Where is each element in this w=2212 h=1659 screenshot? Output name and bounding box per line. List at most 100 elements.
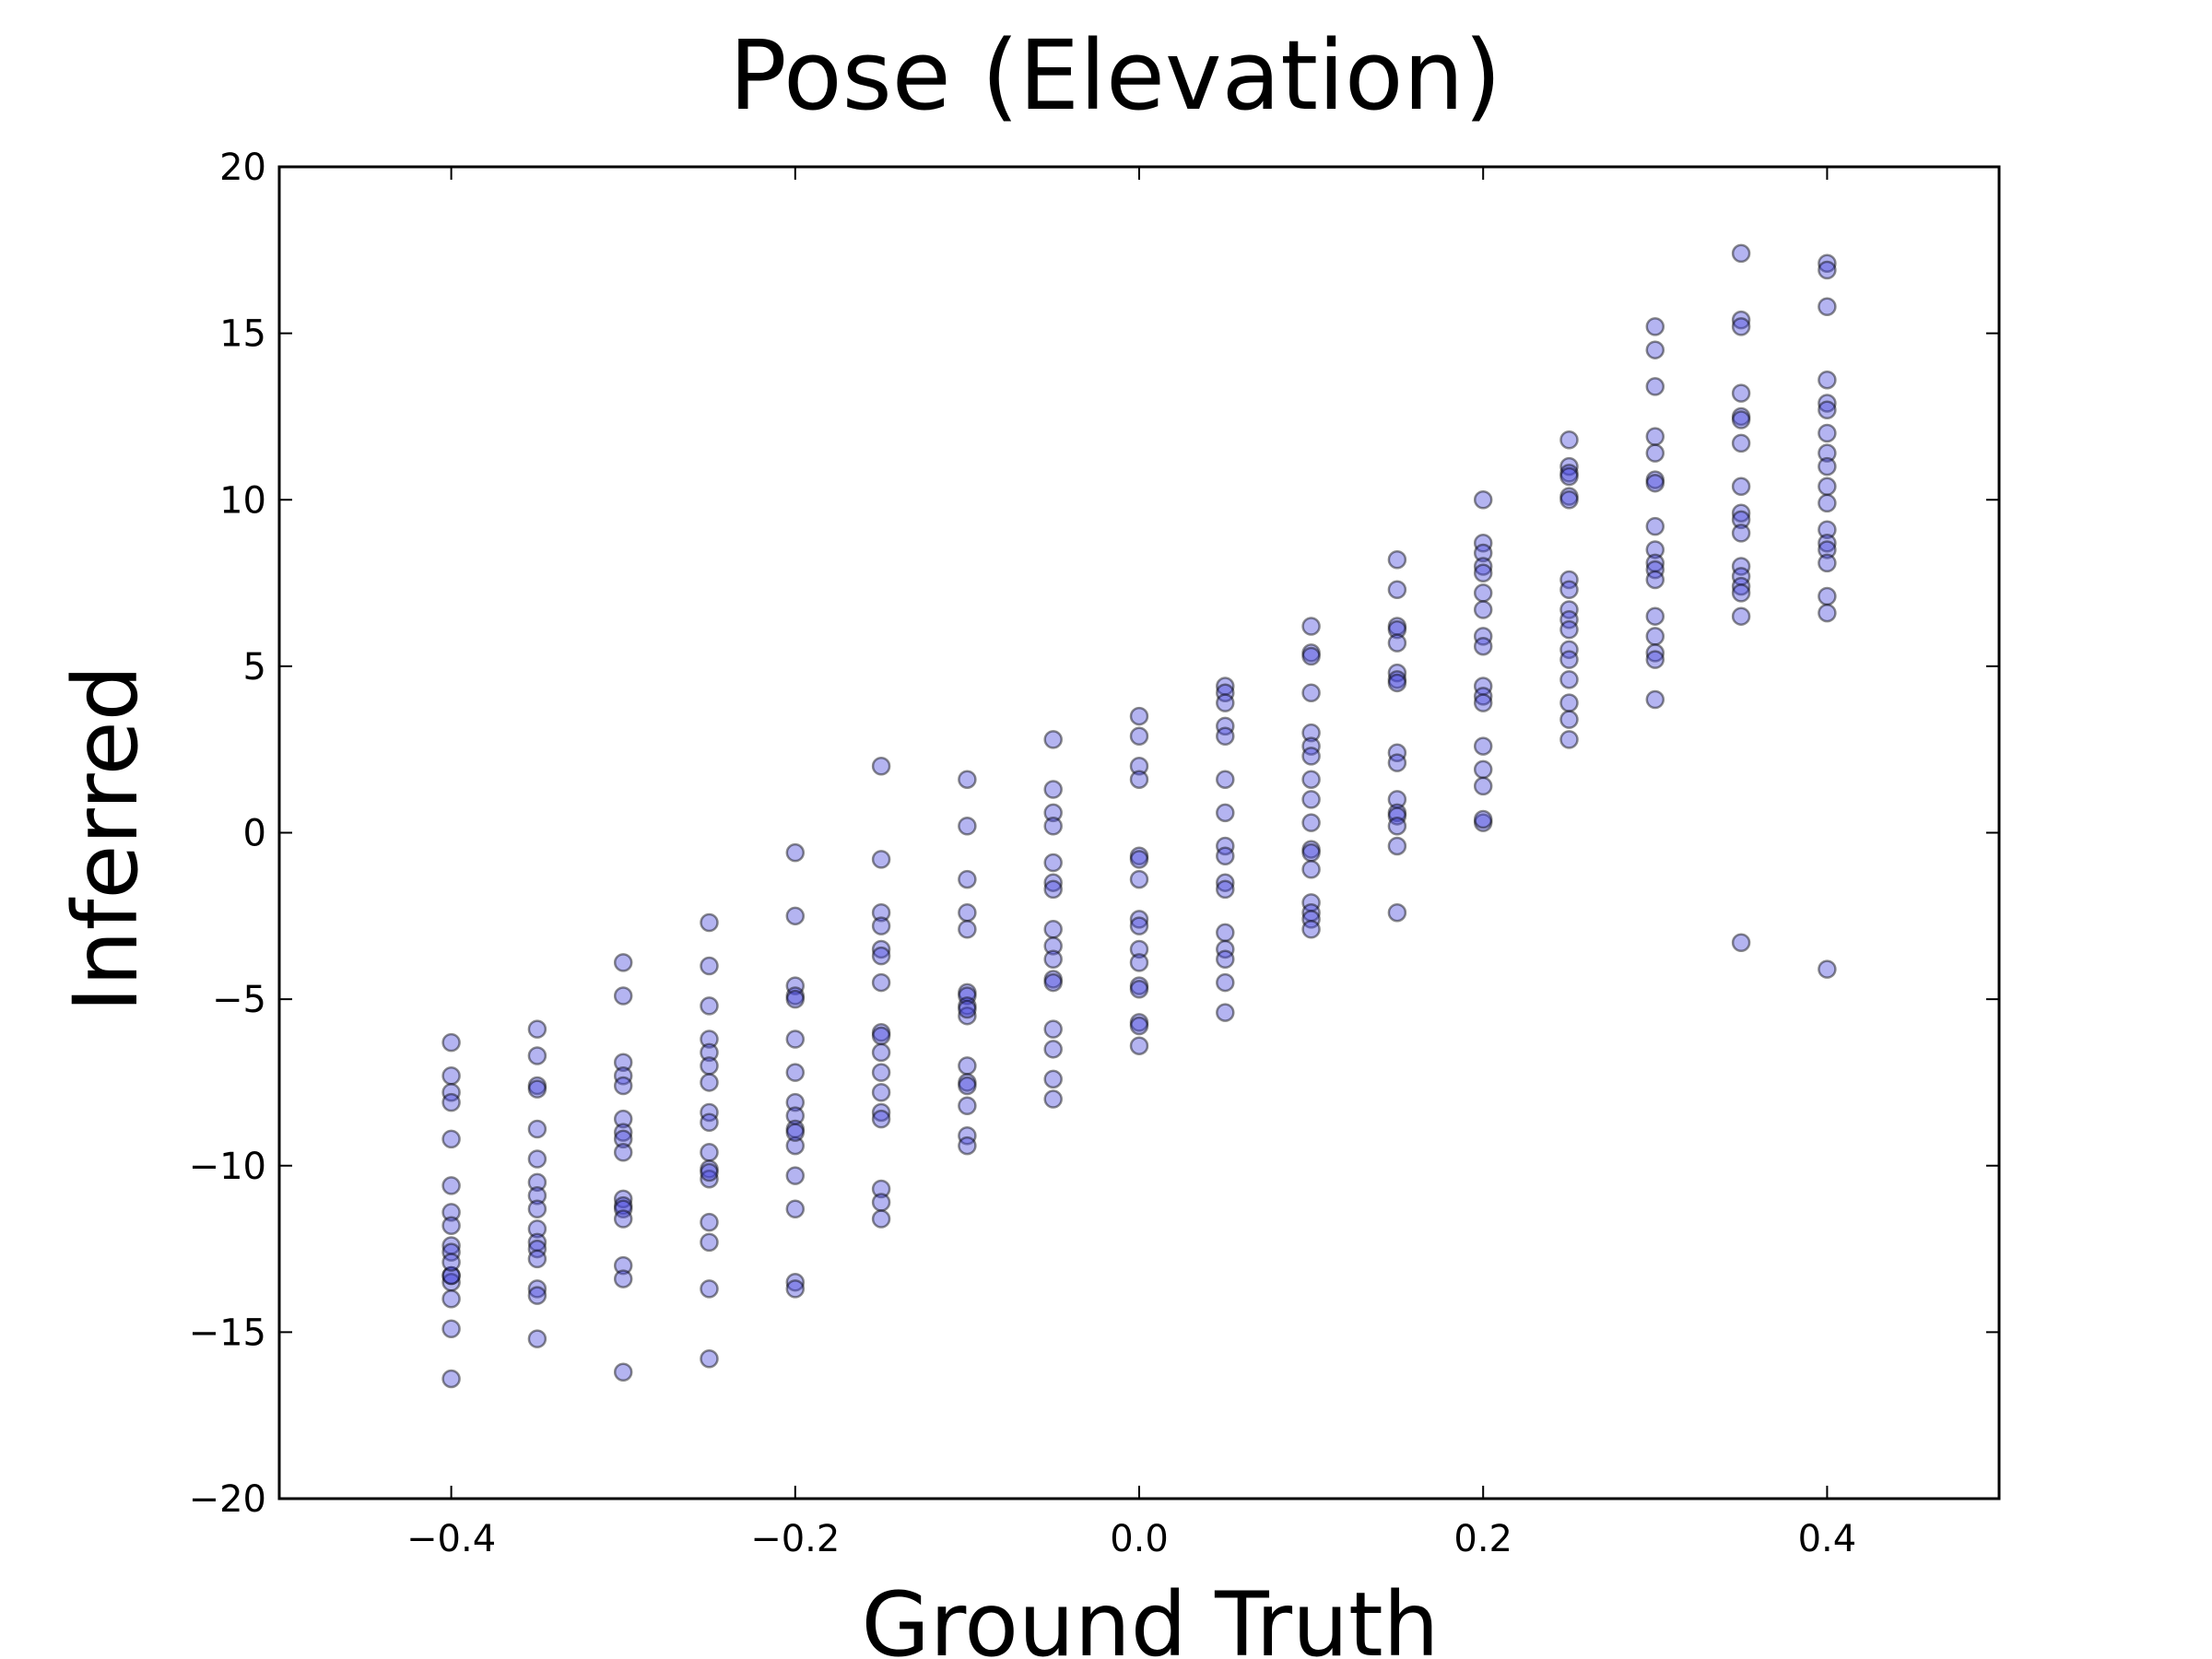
scatter-point xyxy=(1387,633,1407,653)
scatter-point xyxy=(1818,586,1837,606)
scatter-point xyxy=(1129,976,1149,995)
scatter-point xyxy=(958,817,977,836)
scatter-point xyxy=(1731,433,1751,453)
scatter-point xyxy=(958,1096,977,1115)
scatter-point xyxy=(1473,533,1493,553)
scatter-point xyxy=(958,902,977,923)
scatter-point xyxy=(700,1212,719,1232)
x-axis-ticks: −0.4 −0.2 0.0 0.2 0.4 xyxy=(406,167,1856,1560)
scatter-point xyxy=(700,1159,719,1179)
scatter-point xyxy=(1818,370,1837,390)
x-tick-label: 0.2 xyxy=(1453,1518,1512,1560)
scatter-point xyxy=(958,1056,977,1076)
y-tick-label: 20 xyxy=(219,147,266,189)
scatter-point xyxy=(1645,340,1665,359)
scatter-point xyxy=(871,1109,891,1129)
scatter-point xyxy=(1645,443,1665,463)
scatter-point xyxy=(785,842,806,863)
scatter-point xyxy=(958,770,977,789)
scatter-point xyxy=(527,1076,547,1096)
scatter-point xyxy=(1387,617,1407,636)
scatter-point xyxy=(441,1176,461,1195)
scatter-point xyxy=(785,1063,806,1082)
scatter-point xyxy=(785,1272,806,1292)
scatter-point xyxy=(1559,580,1579,600)
scatter-point xyxy=(1559,487,1579,506)
scatter-point xyxy=(441,1319,461,1339)
scatter-point xyxy=(1559,640,1579,660)
scatter-point xyxy=(700,1279,719,1299)
scatter-point xyxy=(1645,317,1665,336)
x-tick-label: 0.4 xyxy=(1798,1518,1857,1560)
scatter-point xyxy=(1043,1019,1063,1039)
scatter-point xyxy=(1473,736,1493,756)
scatter-point xyxy=(1731,317,1751,336)
scatter-point xyxy=(613,1255,633,1276)
scatter-point xyxy=(700,1073,719,1092)
y-axis-label: Inferred xyxy=(54,665,158,1012)
scatter-point xyxy=(1129,726,1149,746)
scatter-point xyxy=(785,1119,806,1139)
scatter-point xyxy=(871,972,891,993)
scatter-point xyxy=(1473,776,1493,796)
scatter-point xyxy=(1645,570,1665,590)
scatter-point xyxy=(1216,923,1235,943)
scatter-point xyxy=(1129,706,1149,726)
scatter-point xyxy=(613,1065,633,1086)
scatter-point xyxy=(613,1109,633,1129)
scatter-point xyxy=(613,1053,633,1073)
scatter-point xyxy=(1818,959,1837,979)
scatter-point xyxy=(871,1063,891,1082)
scatter-point xyxy=(700,1143,719,1162)
scatter-point xyxy=(1818,520,1837,540)
scatter-point xyxy=(441,1253,461,1272)
scatter-point xyxy=(785,1092,806,1112)
scatter-point xyxy=(1387,663,1407,683)
scatter-point xyxy=(1216,1003,1235,1022)
scatter-point xyxy=(527,1239,547,1259)
scatter-point xyxy=(527,1186,547,1206)
scatter-point xyxy=(1301,617,1321,636)
scatter-point xyxy=(1129,757,1149,776)
scatter-point xyxy=(613,1269,633,1288)
scatter-point xyxy=(1473,636,1493,656)
scatter-point xyxy=(1387,817,1407,836)
scatter-point xyxy=(527,1286,547,1305)
scatter-point xyxy=(1818,423,1837,443)
scatter-point xyxy=(1559,650,1579,669)
scatter-point xyxy=(871,1193,891,1212)
scatter-point xyxy=(613,986,633,1006)
scatter-point xyxy=(1129,770,1149,789)
scatter-point xyxy=(613,1362,633,1382)
scatter-point xyxy=(1216,726,1235,746)
scatter-point xyxy=(1043,853,1063,873)
scatter-point xyxy=(613,1076,633,1096)
scatter-point xyxy=(1387,806,1407,826)
scatter-point xyxy=(1473,759,1493,780)
scatter-point xyxy=(958,982,977,1003)
scatter-point xyxy=(1043,873,1063,892)
scatter-point xyxy=(700,1349,719,1369)
scatter-point xyxy=(441,1203,461,1222)
scatter-point xyxy=(1216,949,1235,970)
scatter-point xyxy=(441,1242,461,1262)
scatter-point xyxy=(1387,743,1407,763)
scatter-point xyxy=(700,1042,719,1063)
scatter-point xyxy=(871,1083,891,1102)
scatter-point xyxy=(1216,939,1235,959)
scatter-point xyxy=(785,1279,806,1299)
scatter-point xyxy=(1216,972,1235,993)
scatter-points xyxy=(441,243,1837,1389)
scatter-point xyxy=(1301,747,1321,766)
scatter-point xyxy=(1043,780,1063,799)
scatter-point xyxy=(1216,846,1235,866)
scatter-point xyxy=(1301,643,1321,663)
scatter-point xyxy=(958,1073,977,1092)
scatter-point xyxy=(1731,503,1751,523)
scatter-point xyxy=(1387,790,1407,809)
scatter-point xyxy=(1731,524,1751,543)
scatter-point xyxy=(1301,813,1321,832)
scatter-point xyxy=(700,996,719,1016)
scatter-point xyxy=(871,902,891,923)
